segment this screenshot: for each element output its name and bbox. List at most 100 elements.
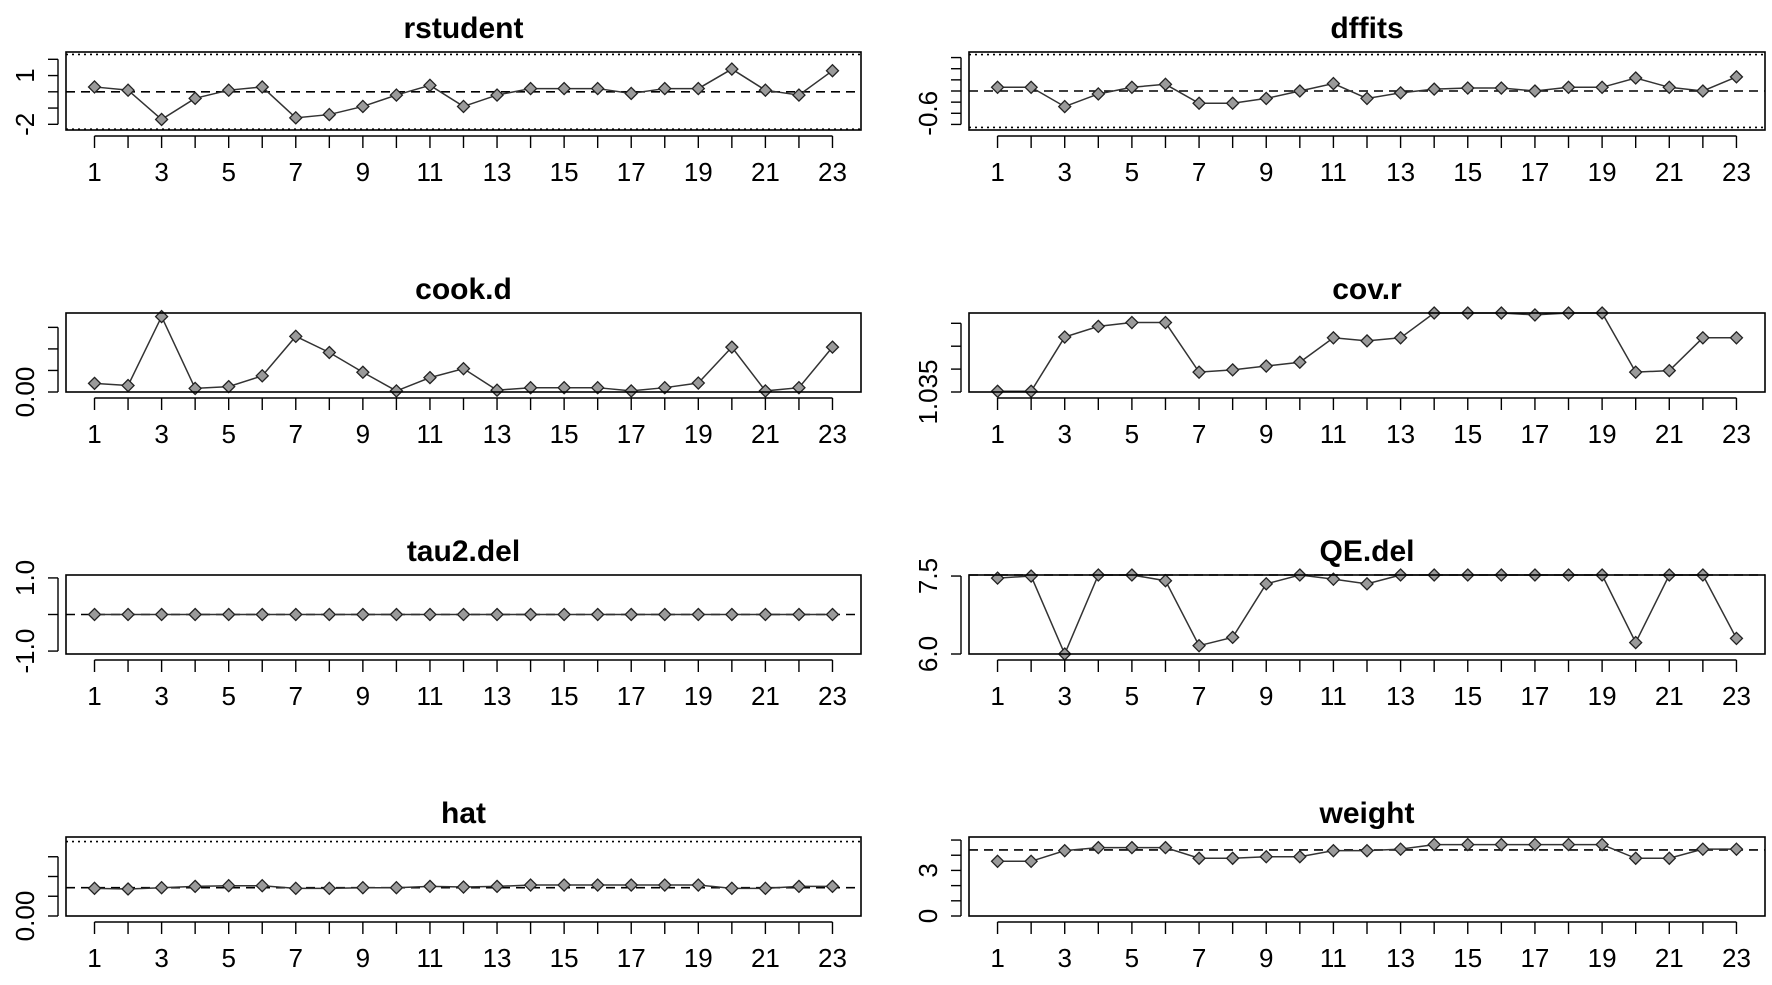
data-point xyxy=(990,854,1005,869)
plot-frame xyxy=(65,836,862,917)
data-point xyxy=(355,365,370,380)
data-point xyxy=(456,361,471,376)
data-point xyxy=(1393,842,1408,857)
data-point xyxy=(322,107,337,122)
data-point xyxy=(1729,330,1744,345)
x-tick-label: 3 xyxy=(1057,157,1071,187)
panel-title: rstudent xyxy=(404,12,524,45)
x-tick-label: 7 xyxy=(1192,157,1206,187)
data-point xyxy=(1494,81,1509,95)
data-point xyxy=(825,607,840,622)
data-point xyxy=(1158,315,1173,330)
data-point xyxy=(322,345,337,360)
data-point xyxy=(255,607,270,622)
data-point xyxy=(758,881,773,896)
x-tick-label: 15 xyxy=(1453,157,1482,187)
x-tick-label: 1 xyxy=(990,157,1004,187)
data-point xyxy=(1460,81,1475,95)
data-point xyxy=(792,879,806,894)
x-tick-label: 7 xyxy=(1192,419,1206,449)
x-tick-label: 1 xyxy=(990,419,1004,449)
data-point xyxy=(1729,69,1744,84)
x-tick-label: 23 xyxy=(1722,943,1751,973)
data-point xyxy=(1124,80,1139,95)
data-point xyxy=(691,81,706,96)
x-tick-label: 11 xyxy=(416,157,443,187)
data-point xyxy=(87,80,102,94)
y-tick-label: -2 xyxy=(10,113,40,136)
x-tick-label: 5 xyxy=(1125,943,1139,973)
data-point xyxy=(1326,843,1341,858)
data-point xyxy=(1628,851,1643,866)
data-point xyxy=(490,607,504,622)
data-point xyxy=(288,881,303,896)
data-point xyxy=(1595,837,1610,852)
data-point xyxy=(990,80,1005,95)
data-point xyxy=(557,878,572,892)
x-tick-label: 21 xyxy=(751,419,780,449)
x-tick-label: 15 xyxy=(550,419,579,449)
data-point xyxy=(792,380,806,395)
data-point xyxy=(1695,842,1710,857)
y-tick-label: -0.6 xyxy=(913,91,943,136)
x-tick-label: 21 xyxy=(1655,943,1684,973)
data-point xyxy=(288,110,303,125)
panel-title: hat xyxy=(441,797,486,830)
data-point xyxy=(87,607,102,622)
x-tick-label: 9 xyxy=(1259,419,1273,449)
x-tick-label: 21 xyxy=(751,157,780,187)
data-point xyxy=(1091,840,1106,855)
data-point xyxy=(691,607,706,622)
panel-title: weight xyxy=(1319,797,1415,830)
data-point xyxy=(288,607,303,622)
data-point xyxy=(1393,85,1408,100)
x-tick-label: 9 xyxy=(356,681,370,711)
x-tick-label: 1 xyxy=(87,157,101,187)
y-tick-label: 7.5 xyxy=(913,558,943,594)
x-tick-label: 17 xyxy=(617,419,646,449)
x-tick-label: 15 xyxy=(1453,943,1482,973)
data-point xyxy=(1695,330,1710,345)
series-line xyxy=(94,314,834,392)
data-point xyxy=(1561,837,1576,852)
x-tick-label: 19 xyxy=(1588,419,1617,449)
data-point xyxy=(1024,854,1039,869)
x-tick-label: 3 xyxy=(1057,419,1071,449)
data-point xyxy=(724,881,739,896)
data-point xyxy=(355,880,370,895)
data-point xyxy=(1091,87,1106,101)
data-point xyxy=(490,383,504,398)
x-tick-label: 17 xyxy=(617,681,646,711)
data-point xyxy=(825,879,840,894)
data-point xyxy=(221,607,236,622)
x-tick-label: 3 xyxy=(154,943,168,973)
x-tick-label: 9 xyxy=(1259,157,1273,187)
x-tick-label: 15 xyxy=(1453,681,1482,711)
data-point xyxy=(724,340,739,355)
data-point xyxy=(1528,84,1542,98)
data-point xyxy=(355,607,370,622)
plot-frame xyxy=(968,312,1766,393)
x-tick-label: 1 xyxy=(87,681,101,711)
x-tick-label: 9 xyxy=(1259,681,1273,711)
y-tick-label: -1.0 xyxy=(10,629,40,674)
data-point xyxy=(1360,843,1374,858)
y-tick-label: 0.00 xyxy=(10,367,40,418)
x-tick-label: 19 xyxy=(1588,157,1617,187)
x-tick-label: 13 xyxy=(483,419,512,449)
x-tick-label: 1 xyxy=(990,943,1004,973)
data-point xyxy=(1259,359,1274,373)
data-point xyxy=(1225,851,1240,866)
data-point xyxy=(590,380,605,395)
x-tick-label: 9 xyxy=(356,943,370,973)
data-point xyxy=(1192,365,1206,380)
x-tick-label: 19 xyxy=(684,943,713,973)
data-point xyxy=(1259,849,1274,864)
data-point xyxy=(1628,635,1643,650)
data-point xyxy=(221,379,236,394)
data-point xyxy=(792,88,806,102)
data-point xyxy=(389,880,404,895)
x-tick-label: 7 xyxy=(289,419,303,449)
data-point xyxy=(624,878,639,892)
